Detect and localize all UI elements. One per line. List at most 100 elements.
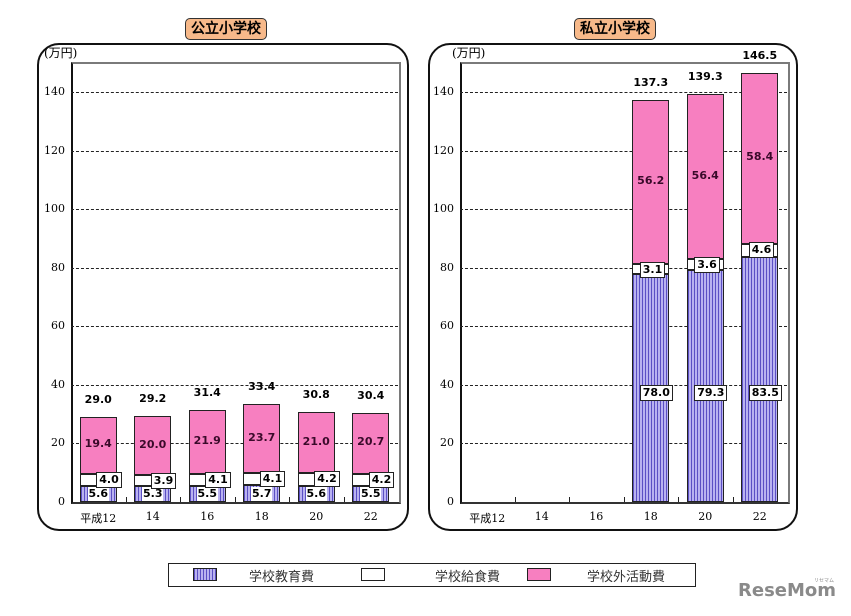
- private-unit-label: (万円): [452, 46, 486, 60]
- public-ext-value: 20.0: [139, 437, 167, 451]
- public-lunch-value: 4.0: [96, 471, 122, 488]
- public-bar-ext: [243, 403, 281, 474]
- public-ytick: 120: [44, 143, 65, 157]
- private-edu-value: 79.3: [694, 384, 728, 401]
- public-xtick: 22: [363, 510, 378, 523]
- public-bar-ext: [188, 409, 226, 474]
- public-edu-label-bg: [87, 487, 109, 501]
- legend-label-extracurricular: 学校外活動費: [587, 570, 666, 585]
- public-gridline: [71, 384, 398, 386]
- public-xtick: 20: [309, 510, 324, 523]
- public-bar-ext: [297, 411, 335, 474]
- public-xtick-mark: [125, 497, 127, 502]
- private-ytick: 100: [433, 202, 454, 216]
- private-gridline: [460, 443, 787, 445]
- private-ytick: 80: [440, 260, 454, 274]
- private-xtick-mark: [514, 497, 516, 502]
- private-gridline: [460, 92, 787, 93]
- public-total-value: 29.2: [139, 392, 167, 406]
- public-gridline: [71, 326, 398, 328]
- private-xtick: 16: [589, 510, 604, 523]
- public-ext-value: 23.7: [248, 430, 276, 444]
- public-ytick: 40: [51, 377, 65, 391]
- private-xtick: 平成12: [469, 512, 506, 525]
- private-total-value: 137.3: [633, 75, 669, 89]
- private-lunch-value: 4.6: [748, 241, 775, 258]
- legend: 学校教育費 学校給食費 学校外活動費: [168, 563, 696, 587]
- legend-swatch-lunch: [361, 568, 385, 581]
- public-bar-ext: [79, 417, 117, 474]
- public-edu-label-bg: [360, 487, 382, 501]
- private-gridline: [460, 384, 787, 386]
- private-bar-ext: [686, 94, 724, 260]
- public-edu-value: 5.5: [361, 487, 381, 500]
- public-gridline: [71, 267, 398, 269]
- private-edu-value: 83.5: [748, 384, 782, 401]
- private-ytick: 140: [433, 85, 454, 98]
- private-xtick: 14: [534, 510, 549, 523]
- public-lunch-value: 4.1: [205, 471, 231, 488]
- public-ytick: 100: [44, 202, 65, 216]
- private-ytick: 120: [433, 143, 454, 157]
- public-lunch-value: 4.1: [259, 471, 286, 488]
- private-ytick: 60: [440, 319, 454, 333]
- public-edu-value: 5.6: [306, 487, 327, 500]
- public-edu-value: 5.5: [197, 487, 218, 500]
- public-total-value: 29.0: [84, 393, 112, 407]
- public-ytick: 140: [44, 85, 65, 98]
- private-ytick: 0: [447, 495, 454, 508]
- private-xtick-mark: [623, 497, 625, 502]
- public-plot-area: [71, 62, 401, 504]
- public-ext-value: 20.7: [357, 435, 385, 449]
- public-xtick: 18: [254, 510, 269, 523]
- legend-label-education: 学校教育費: [249, 570, 315, 585]
- public-xtick-mark: [289, 497, 290, 502]
- private-edu-value: 78.0: [639, 384, 673, 401]
- public-xtick-mark: [180, 497, 181, 502]
- private-gridline: [460, 267, 787, 269]
- private-ext-value: 56.4: [691, 168, 719, 182]
- public-lunch-value: 4.2: [314, 471, 340, 488]
- private-ext-value: 56.2: [637, 174, 665, 188]
- public-edu-value: 5.6: [88, 487, 109, 500]
- public-edu-value: 5.7: [252, 487, 272, 500]
- private-lunch-value: 3.6: [694, 257, 720, 274]
- private-total-value: 146.5: [742, 48, 778, 62]
- public-ext-value: 19.4: [84, 437, 112, 451]
- private-xtick: 18: [643, 510, 658, 523]
- public-gridline: [71, 150, 398, 152]
- public-total-value: 31.4: [193, 385, 221, 399]
- public-bar-ext: [352, 412, 390, 474]
- public-edu-label-bg: [251, 487, 273, 501]
- public-xtick: 14: [145, 510, 160, 523]
- legend-label-lunch: 学校給食費: [435, 570, 501, 585]
- public-ytick: 20: [51, 436, 65, 450]
- private-ytick: 40: [440, 377, 454, 391]
- public-unit-label: (万円): [44, 46, 78, 60]
- public-total-value: 30.4: [357, 388, 385, 402]
- public-ytick: 80: [51, 260, 65, 274]
- private-chart-title: 私立小学校: [574, 18, 656, 40]
- public-ext-value: 21.9: [193, 433, 221, 447]
- public-edu-label-bg: [142, 487, 164, 501]
- legend-swatch-education: [193, 568, 217, 581]
- private-xtick-mark: [569, 497, 570, 502]
- private-xtick: 20: [698, 510, 713, 523]
- public-total-value: 30.8: [302, 387, 330, 401]
- private-bar-edu: [741, 257, 779, 502]
- public-gridline: [71, 443, 398, 445]
- private-bar-ext: [632, 99, 670, 265]
- public-edu-value: 5.3: [143, 487, 163, 500]
- private-lunch-value: 3.1: [639, 262, 666, 279]
- public-lunch-value: 3.9: [150, 473, 177, 490]
- private-plot-area: [460, 62, 790, 504]
- private-gridline: [460, 209, 787, 211]
- public-edu-label-bg: [305, 487, 327, 501]
- public-lunch-value: 4.2: [368, 471, 395, 488]
- private-ext-value: 58.4: [746, 150, 774, 164]
- public-edu-label-bg: [196, 487, 218, 501]
- public-ytick: 60: [51, 319, 65, 333]
- legend-swatch-extracurricular: [527, 568, 551, 581]
- private-ytick: 20: [440, 436, 454, 450]
- public-total-value: 33.4: [248, 379, 276, 393]
